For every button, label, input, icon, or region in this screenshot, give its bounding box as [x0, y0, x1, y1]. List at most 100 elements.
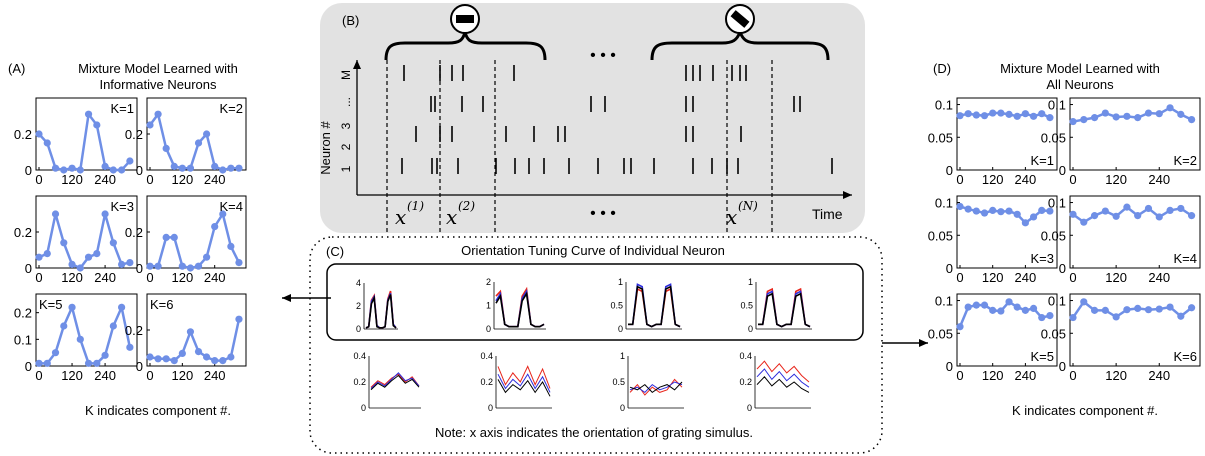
panel-b-background	[320, 3, 865, 233]
tuning-curve-2-1: 0 0.2 0.4	[353, 351, 421, 413]
data-point	[93, 250, 101, 258]
tuning-series-black	[370, 374, 420, 391]
xtick-label: 240	[204, 270, 226, 285]
data-point	[997, 109, 1005, 117]
tuning-curve-2-4: 0 0.2 0.4	[739, 351, 811, 413]
data-point	[964, 303, 972, 311]
ytick-label: 0	[1059, 163, 1066, 178]
ytick-label: 0	[618, 324, 623, 334]
data-point	[109, 239, 117, 247]
xtick-label: 120	[982, 368, 1004, 383]
data-point	[146, 121, 154, 129]
data-point	[1188, 212, 1196, 220]
data-point	[219, 357, 227, 365]
data-point	[1112, 212, 1120, 220]
data-point	[1144, 109, 1153, 117]
panel-a-plot-2: 0 0.2 0 120 240 K=2	[125, 97, 247, 187]
data-point	[154, 262, 162, 270]
tuning-series-blue	[756, 368, 810, 388]
data-point	[1144, 204, 1153, 213]
neuron-label-m: M	[339, 70, 353, 80]
panel-c-dotted-border	[309, 236, 883, 454]
ytick-label: 0.2	[739, 377, 752, 387]
neuron-label-ellipsis: ...	[339, 97, 353, 107]
xtick-label: 120	[171, 270, 193, 285]
xtick-label: 120	[61, 368, 83, 383]
ytick-label: 0	[25, 261, 32, 276]
data-point	[1069, 210, 1077, 218]
data-point	[956, 112, 964, 120]
data-point	[194, 139, 203, 147]
ytick-label: 2	[356, 301, 361, 311]
tuning-series-black	[628, 285, 681, 328]
data-point	[170, 357, 178, 365]
data-point	[43, 250, 51, 258]
panel-a-plot-3: 0 0.2 0 120 240 K=3	[14, 195, 138, 285]
data-point	[154, 355, 162, 363]
panel-a-plot-4: 0 0.2 0 120 240 K=4	[125, 195, 247, 285]
data-point	[170, 162, 178, 170]
data-point	[1177, 110, 1185, 118]
data-point	[84, 253, 93, 261]
data-point	[235, 164, 243, 172]
ytick-label: 0.1	[935, 98, 953, 113]
data-point	[178, 349, 186, 357]
ytick-label: 0.4	[480, 351, 493, 361]
ytick-label: 0.05	[1041, 326, 1066, 341]
panel-a-title-line1: Mixture Model Learned with	[78, 61, 238, 76]
data-point	[1123, 306, 1131, 314]
data-point	[51, 164, 60, 172]
data-point	[186, 164, 195, 172]
data-point	[178, 262, 186, 270]
sample-boundaries	[386, 60, 773, 232]
data-point	[118, 260, 126, 268]
svg-text:(N): (N)	[738, 199, 758, 213]
data-point	[1046, 312, 1054, 320]
xtick-label: 240	[94, 270, 116, 285]
xtick-label: 0	[35, 368, 42, 383]
data-point	[211, 357, 219, 365]
data-point	[989, 306, 997, 314]
data-point	[93, 359, 101, 367]
data-point	[35, 130, 43, 138]
panel-c-title: Orientation Tuning Curve of Individual N…	[461, 243, 725, 258]
data-point	[1021, 110, 1029, 118]
series-line	[38, 213, 131, 270]
tuning-series-blue	[370, 372, 420, 389]
panel-c-note: Note: x axis indicates the orientation o…	[435, 425, 753, 440]
tuning-series-black	[629, 381, 683, 394]
data-point	[1188, 304, 1196, 312]
component-label: K=1	[1031, 153, 1055, 168]
panel-d-title-line2: All Neurons	[1046, 77, 1114, 92]
svg-text:x: x	[395, 205, 406, 229]
xtick-label: 0	[35, 172, 42, 187]
xtick-label: 240	[94, 172, 116, 187]
tuning-curve-1-3: 00.51	[610, 277, 682, 334]
panel-a-footer: K indicates component #.	[85, 403, 231, 418]
neuron-label-2: 2	[339, 143, 353, 150]
ytick-label: 0.2	[125, 127, 143, 142]
data-point	[972, 301, 980, 309]
xtick-label: 0	[1069, 368, 1076, 383]
xtick-label: 0	[956, 172, 963, 187]
data-point	[989, 206, 997, 214]
xtick-label: 240	[1015, 172, 1037, 187]
data-point	[101, 210, 109, 218]
ytick-label: 0	[1059, 359, 1066, 374]
plot-frame	[146, 195, 247, 269]
data-point	[76, 264, 84, 272]
xtick-label: 0	[1069, 172, 1076, 187]
xtick-label: 240	[204, 172, 226, 187]
tuning-curve-1-1: 0 2 4	[356, 278, 398, 334]
data-point	[1021, 306, 1029, 314]
data-point	[203, 130, 211, 138]
ytick-label: 0.1	[1048, 294, 1066, 309]
ytick-label: 0.2	[353, 377, 366, 387]
xtick-label: 120	[1105, 368, 1127, 383]
data-point	[68, 303, 76, 311]
panel-c-letter: (C)	[326, 244, 344, 259]
data-point	[194, 262, 203, 270]
data-point	[1005, 110, 1013, 118]
tuning-series-black	[756, 376, 810, 393]
data-point	[76, 166, 84, 174]
